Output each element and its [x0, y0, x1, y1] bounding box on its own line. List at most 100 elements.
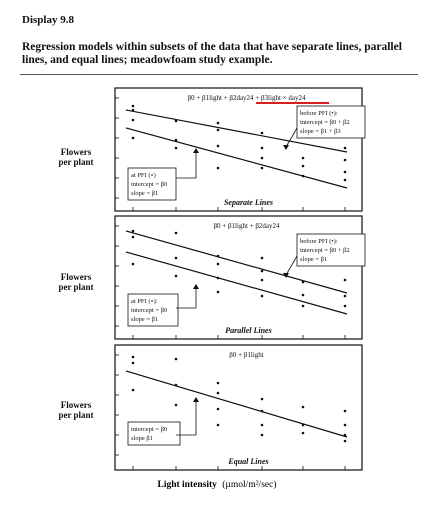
data-point: [260, 256, 264, 260]
y-label-line1: Flowers: [60, 400, 92, 410]
at-pfi-box: [127, 293, 179, 327]
at-pfi-text: at PFI (∘): [131, 172, 156, 179]
before-pfi-text: slope = β1: [300, 256, 327, 263]
data-point: [174, 119, 178, 123]
data-point: [301, 431, 305, 435]
before-arrow-line: [285, 127, 298, 148]
y-axis-label-1: Flowers per plant: [46, 147, 106, 167]
data-point: [131, 118, 135, 122]
data-point: [260, 131, 264, 135]
y-axis-label-2: Flowers per plant: [46, 272, 106, 292]
data-point: [174, 274, 178, 278]
before-pfi-text: intercept = β0 + β2: [300, 119, 350, 126]
panel-parallel-lines: β0 + β1light + β2day24 before PFI (•): int…: [114, 215, 366, 340]
before-pfi-text: slope = β1 + β3: [300, 128, 341, 135]
y-label-line2: per plant: [58, 282, 94, 292]
data-point: [260, 156, 264, 160]
data-point: [343, 178, 347, 182]
data-point: [131, 355, 135, 359]
data-point: [301, 293, 305, 297]
data-point: [343, 304, 347, 308]
data-point: [131, 235, 135, 239]
model-equation: β0 + β1light: [229, 351, 263, 359]
data-point: [174, 403, 178, 407]
data-point: [301, 156, 305, 160]
data-point: [301, 304, 305, 308]
before-arrow-line: [285, 255, 298, 276]
before-pfi-box: [296, 233, 366, 267]
at-pfi-text: at PFI (∘):: [131, 298, 158, 305]
panel-frame: [114, 344, 363, 471]
at-pfi-text: slope = β1: [131, 190, 158, 197]
data-point: [216, 407, 220, 411]
at-pfi-text: intercept = β0: [131, 426, 167, 433]
data-point: [174, 138, 178, 142]
data-point: [131, 361, 135, 365]
data-point: [131, 388, 135, 392]
data-point: [343, 146, 347, 150]
data-point: [216, 391, 220, 395]
data-point: [174, 231, 178, 235]
data-point: [260, 269, 264, 273]
regression-line: [125, 251, 348, 315]
regression-line: [125, 230, 348, 294]
at-arrowhead: [193, 284, 199, 289]
data-point: [343, 423, 347, 427]
at-pfi-text: intercept = β0: [131, 181, 167, 188]
at-arrowhead: [193, 397, 199, 402]
data-point: [131, 104, 135, 108]
data-point: [216, 128, 220, 132]
data-point: [301, 405, 305, 409]
data-point: [343, 278, 347, 282]
data-point: [260, 433, 264, 437]
data-point: [131, 262, 135, 266]
before-arrowhead: [283, 145, 289, 150]
y-axis-label-3: Flowers per plant: [46, 400, 106, 420]
at-pfi-text: slope β1: [131, 435, 153, 442]
data-point: [343, 294, 347, 298]
data-point: [260, 278, 264, 282]
data-point: [216, 381, 220, 385]
display-subtitle: Regression models within subsets of the …: [22, 41, 402, 66]
data-point: [343, 170, 347, 174]
y-label-line2: per plant: [58, 157, 94, 167]
data-point: [174, 357, 178, 361]
at-pfi-box: [127, 421, 181, 446]
model-equation: β0 + β1light + β2day24: [213, 222, 280, 230]
data-point: [216, 423, 220, 427]
before-pfi-text: intercept = β0 + β2: [300, 247, 350, 254]
data-point: [216, 121, 220, 125]
data-point: [260, 146, 264, 150]
regression-line: [125, 109, 348, 153]
regression-line: [125, 370, 348, 438]
display-title: Display 9.8: [22, 14, 74, 26]
data-point: [216, 144, 220, 148]
at-arrow-line: [176, 152, 197, 179]
y-label-line2: per plant: [58, 410, 94, 420]
panel-equal-lines: β0 + β1light intercept = β0 slope β1 Equal …: [114, 344, 363, 471]
before-pfi-text: before PFI (•):: [300, 110, 338, 117]
y-label-line1: Flowers: [60, 147, 92, 157]
data-point: [343, 158, 347, 162]
at-arrow-line: [176, 288, 197, 309]
data-point: [343, 439, 347, 443]
panel-title: Equal Lines: [227, 457, 268, 466]
data-point: [260, 166, 264, 170]
x-label-unit: (µmol/m²/sec): [222, 479, 276, 490]
data-point: [131, 229, 135, 233]
before-arrowhead: [283, 273, 289, 278]
at-arrowhead: [193, 148, 199, 153]
at-arrow-line: [176, 401, 197, 436]
panel-title: Parallel Lines: [225, 326, 271, 335]
data-point: [260, 294, 264, 298]
data-point: [260, 423, 264, 427]
before-pfi-text: before PFI (•):: [300, 238, 338, 245]
x-axis-label: Light intensity (µmol/m²/sec): [158, 479, 277, 490]
data-point: [343, 409, 347, 413]
data-point: [174, 146, 178, 150]
x-label-main: Light intensity: [158, 480, 218, 490]
data-point: [174, 256, 178, 260]
data-point: [216, 262, 220, 266]
data-point: [260, 397, 264, 401]
